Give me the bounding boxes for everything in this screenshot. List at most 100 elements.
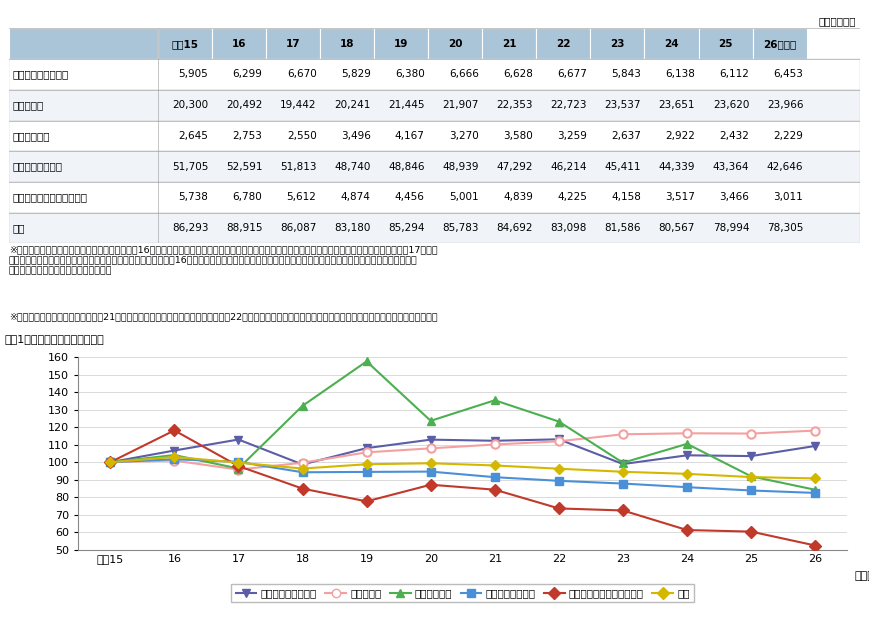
FancyBboxPatch shape bbox=[482, 28, 536, 59]
Text: 21,907: 21,907 bbox=[442, 100, 479, 110]
Text: 2,753: 2,753 bbox=[233, 131, 262, 141]
Text: 51,705: 51,705 bbox=[172, 162, 209, 171]
Text: （単位：円）: （単位：円） bbox=[819, 16, 856, 26]
Text: 20,300: 20,300 bbox=[172, 100, 209, 110]
Text: 42,646: 42,646 bbox=[766, 162, 803, 171]
Text: 5,738: 5,738 bbox=[178, 192, 209, 202]
Text: 21: 21 bbox=[502, 39, 516, 49]
Text: 23,620: 23,620 bbox=[713, 100, 749, 110]
Text: 22,723: 22,723 bbox=[550, 100, 587, 110]
Text: 合計: 合計 bbox=[13, 223, 25, 233]
Text: 51,813: 51,813 bbox=[280, 162, 316, 171]
Text: 6,380: 6,380 bbox=[395, 70, 425, 80]
FancyBboxPatch shape bbox=[9, 182, 860, 212]
Text: 24: 24 bbox=[664, 39, 679, 49]
Text: 平成15: 平成15 bbox=[171, 39, 198, 49]
Text: 6,112: 6,112 bbox=[720, 70, 749, 80]
Text: 5,843: 5,843 bbox=[611, 70, 641, 80]
FancyBboxPatch shape bbox=[320, 28, 374, 59]
Text: 16: 16 bbox=[232, 39, 246, 49]
Text: 4,225: 4,225 bbox=[557, 192, 587, 202]
Text: （平1５年を１００とした指数）: （平1５年を１００とした指数） bbox=[4, 334, 104, 344]
Text: 2,229: 2,229 bbox=[773, 131, 803, 141]
Text: 4,874: 4,874 bbox=[341, 192, 370, 202]
Text: 25: 25 bbox=[719, 39, 733, 49]
FancyBboxPatch shape bbox=[374, 28, 428, 59]
Text: 19: 19 bbox=[394, 39, 408, 49]
Text: 6,299: 6,299 bbox=[233, 70, 262, 80]
Text: 85,783: 85,783 bbox=[442, 223, 479, 233]
Text: ※「音楽・映像収録済メディア」について、平成16年までは「オーディオ・ビデオディスク」「オーディオ・ビデオ収録済テープ」の合計であり、平成17年以降
は「音楽・: ※「音楽・映像収録済メディア」について、平成16年までは「オーディオ・ビデオディ… bbox=[9, 245, 437, 275]
Text: 44,339: 44,339 bbox=[659, 162, 695, 171]
Text: 43,364: 43,364 bbox=[713, 162, 749, 171]
Text: 20,241: 20,241 bbox=[335, 100, 370, 110]
Text: 22,353: 22,353 bbox=[496, 100, 533, 110]
Text: 23,537: 23,537 bbox=[605, 100, 641, 110]
FancyBboxPatch shape bbox=[9, 28, 157, 59]
Text: 書籍・他の印刷物: 書籍・他の印刷物 bbox=[13, 162, 63, 171]
Text: 23,966: 23,966 bbox=[766, 100, 803, 110]
Text: 3,270: 3,270 bbox=[449, 131, 479, 141]
Text: 2,922: 2,922 bbox=[666, 131, 695, 141]
Text: 6,780: 6,780 bbox=[233, 192, 262, 202]
Text: 52,591: 52,591 bbox=[226, 162, 262, 171]
FancyBboxPatch shape bbox=[9, 151, 860, 182]
Text: 5,905: 5,905 bbox=[179, 70, 209, 80]
Text: 84,692: 84,692 bbox=[496, 223, 533, 233]
Text: 78,305: 78,305 bbox=[766, 223, 803, 233]
Text: 80,567: 80,567 bbox=[659, 223, 695, 233]
Text: 6,138: 6,138 bbox=[666, 70, 695, 80]
Text: 18: 18 bbox=[340, 39, 355, 49]
Text: 6,666: 6,666 bbox=[449, 70, 479, 80]
FancyBboxPatch shape bbox=[266, 28, 320, 59]
FancyBboxPatch shape bbox=[753, 28, 806, 59]
Text: 映画・演劇等入場料: 映画・演劇等入場料 bbox=[13, 70, 70, 80]
FancyBboxPatch shape bbox=[536, 28, 590, 59]
Text: 22: 22 bbox=[556, 39, 571, 49]
Text: 3,259: 3,259 bbox=[557, 131, 587, 141]
Text: 2,550: 2,550 bbox=[287, 131, 316, 141]
Text: 83,098: 83,098 bbox=[551, 223, 587, 233]
Text: 26（年）: 26（年） bbox=[763, 39, 796, 49]
FancyBboxPatch shape bbox=[9, 121, 860, 151]
Text: 2,645: 2,645 bbox=[178, 131, 209, 141]
Text: 48,939: 48,939 bbox=[442, 162, 479, 171]
FancyBboxPatch shape bbox=[428, 28, 482, 59]
Text: 3,011: 3,011 bbox=[773, 192, 803, 202]
Text: 6,628: 6,628 bbox=[503, 70, 533, 80]
Text: 85,294: 85,294 bbox=[388, 223, 425, 233]
Text: 音楽・映像収録済メディア: 音楽・映像収録済メディア bbox=[13, 192, 88, 202]
Text: 23,651: 23,651 bbox=[659, 100, 695, 110]
Text: 4,158: 4,158 bbox=[611, 192, 641, 202]
Text: 19,442: 19,442 bbox=[280, 100, 316, 110]
FancyBboxPatch shape bbox=[9, 212, 860, 243]
Text: 2,637: 2,637 bbox=[611, 131, 641, 141]
Text: 83,180: 83,180 bbox=[335, 223, 370, 233]
Text: 3,496: 3,496 bbox=[341, 131, 370, 141]
Text: 2,432: 2,432 bbox=[720, 131, 749, 141]
Text: 5,612: 5,612 bbox=[287, 192, 316, 202]
Text: 45,411: 45,411 bbox=[605, 162, 641, 171]
Text: 20,492: 20,492 bbox=[226, 100, 262, 110]
Text: 86,087: 86,087 bbox=[280, 223, 316, 233]
Text: 6,453: 6,453 bbox=[773, 70, 803, 80]
Text: 3,517: 3,517 bbox=[666, 192, 695, 202]
Text: 5,829: 5,829 bbox=[341, 70, 370, 80]
Text: 6,670: 6,670 bbox=[287, 70, 316, 80]
Text: ※「テレビゲーム」について、平成21年までは「テレビゲーム」の値であり、平成22年以降は「テレビゲーム機」「ゲームソフト等」の合計の値となっている。: ※「テレビゲーム」について、平成21年までは「テレビゲーム」の値であり、平成22… bbox=[9, 313, 437, 322]
FancyBboxPatch shape bbox=[157, 28, 212, 59]
FancyBboxPatch shape bbox=[9, 59, 860, 90]
Text: 86,293: 86,293 bbox=[172, 223, 209, 233]
Text: 47,292: 47,292 bbox=[496, 162, 533, 171]
Text: 6,677: 6,677 bbox=[557, 70, 587, 80]
FancyBboxPatch shape bbox=[9, 90, 860, 121]
Text: 放送受信料: 放送受信料 bbox=[13, 100, 44, 110]
Text: 48,846: 48,846 bbox=[388, 162, 425, 171]
Text: 21,445: 21,445 bbox=[388, 100, 425, 110]
Text: 88,915: 88,915 bbox=[226, 223, 262, 233]
Text: テレビゲーム: テレビゲーム bbox=[13, 131, 50, 141]
Text: 5,001: 5,001 bbox=[449, 192, 479, 202]
Text: 46,214: 46,214 bbox=[550, 162, 587, 171]
Text: 23: 23 bbox=[610, 39, 625, 49]
FancyBboxPatch shape bbox=[590, 28, 645, 59]
